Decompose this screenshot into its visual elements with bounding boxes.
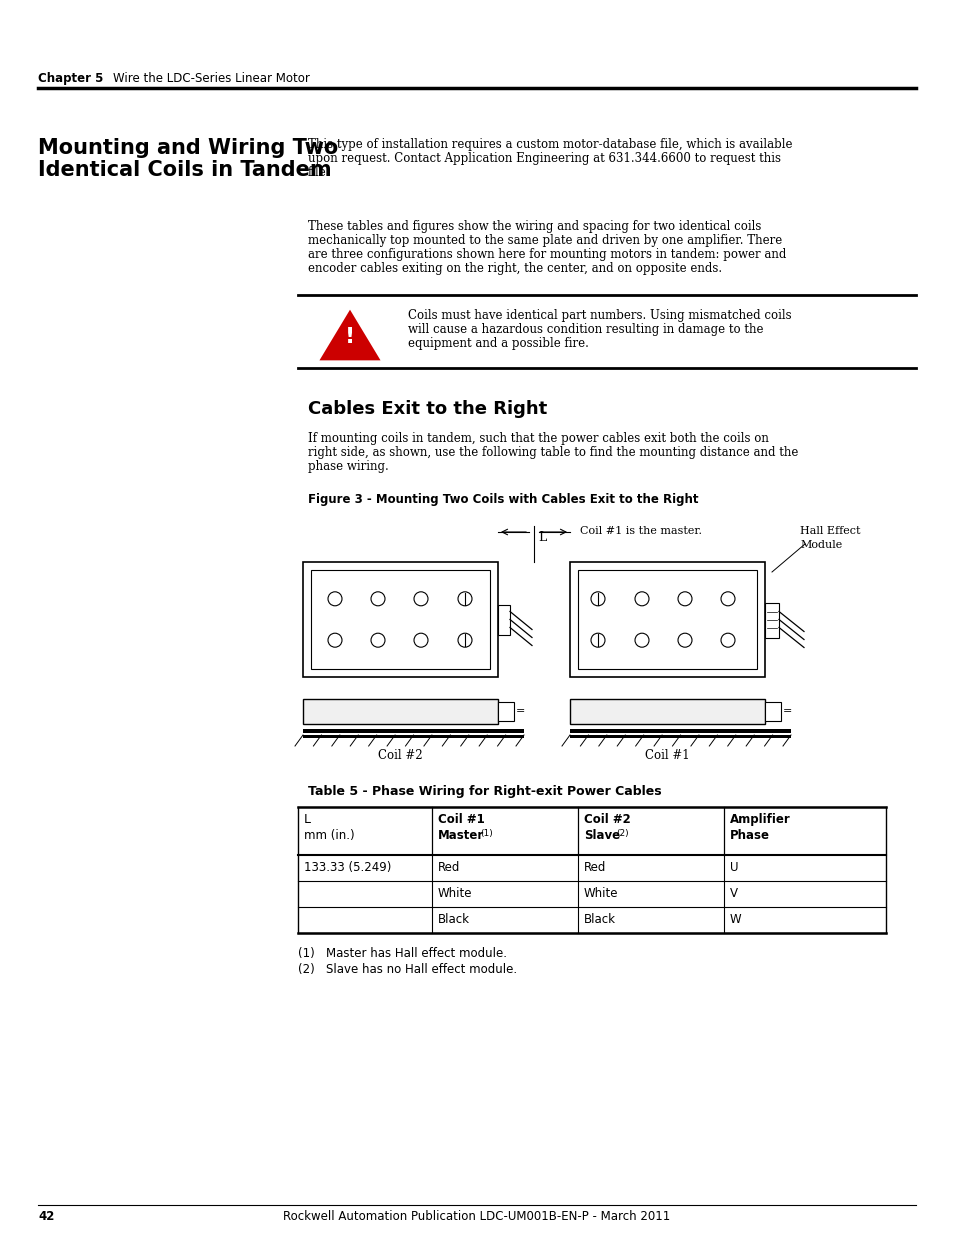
Text: (2): (2) — [616, 829, 628, 839]
Text: encoder cables exiting on the right, the center, and on opposite ends.: encoder cables exiting on the right, the… — [308, 262, 721, 275]
Text: !: ! — [345, 327, 355, 347]
Text: 133.33 (5.249): 133.33 (5.249) — [304, 861, 391, 874]
Text: Slave: Slave — [583, 829, 619, 842]
Text: Chapter 5: Chapter 5 — [38, 72, 103, 85]
Text: White: White — [583, 887, 618, 900]
Text: W: W — [729, 913, 740, 926]
Text: Identical Coils in Tandem: Identical Coils in Tandem — [38, 161, 332, 180]
Polygon shape — [316, 308, 382, 362]
Text: mm (in.): mm (in.) — [304, 829, 355, 842]
Text: Red: Red — [437, 861, 460, 874]
Text: Module: Module — [800, 540, 841, 550]
Text: =: = — [782, 706, 792, 716]
Text: Figure 3 - Mounting Two Coils with Cables Exit to the Right: Figure 3 - Mounting Two Coils with Cable… — [308, 493, 698, 506]
Text: If mounting coils in tandem, such that the power cables exit both the coils on: If mounting coils in tandem, such that t… — [308, 432, 768, 445]
Text: This type of installation requires a custom motor-database file, which is availa: This type of installation requires a cus… — [308, 138, 792, 151]
Text: Red: Red — [583, 861, 605, 874]
Bar — [303, 735, 523, 739]
Bar — [303, 699, 497, 724]
Text: Black: Black — [583, 913, 616, 926]
Text: White: White — [437, 887, 472, 900]
Text: Coil #1 is the master.: Coil #1 is the master. — [579, 526, 701, 536]
Text: Cables Exit to the Right: Cables Exit to the Right — [308, 400, 547, 417]
Bar — [311, 571, 490, 669]
Text: mechanically top mounted to the same plate and driven by one amplifier. There: mechanically top mounted to the same pla… — [308, 233, 781, 247]
Text: Coil #1: Coil #1 — [437, 813, 484, 826]
Bar — [578, 571, 757, 669]
Text: V: V — [729, 887, 737, 900]
Bar — [497, 604, 510, 635]
Bar — [764, 701, 781, 721]
Bar — [569, 735, 790, 739]
Text: L: L — [537, 531, 546, 543]
Text: 42: 42 — [38, 1210, 54, 1223]
Text: Amplifier: Amplifier — [729, 813, 790, 826]
Bar — [569, 729, 790, 734]
Bar — [303, 562, 497, 677]
Text: Black: Black — [437, 913, 470, 926]
Text: right side, as shown, use the following table to find the mounting distance and : right side, as shown, use the following … — [308, 446, 798, 459]
Text: equipment and a possible fire.: equipment and a possible fire. — [408, 337, 588, 350]
Text: Mounting and Wiring Two: Mounting and Wiring Two — [38, 138, 338, 158]
Bar — [569, 562, 764, 677]
Text: Coil #1: Coil #1 — [644, 748, 689, 762]
Bar — [569, 699, 764, 724]
Text: =: = — [516, 706, 525, 716]
Bar — [303, 729, 523, 734]
Text: will cause a hazardous condition resulting in damage to the: will cause a hazardous condition resulti… — [408, 324, 762, 336]
Text: Coil #2: Coil #2 — [583, 813, 630, 826]
Text: Hall Effect: Hall Effect — [800, 526, 860, 536]
Text: Wire the LDC-Series Linear Motor: Wire the LDC-Series Linear Motor — [112, 72, 310, 85]
Text: L: L — [304, 813, 311, 826]
Text: (1)   Master has Hall effect module.: (1) Master has Hall effect module. — [297, 947, 506, 960]
Text: Coil #2: Coil #2 — [377, 748, 422, 762]
Text: phase wiring.: phase wiring. — [308, 459, 388, 473]
Text: are three configurations shown here for mounting motors in tandem: power and: are three configurations shown here for … — [308, 248, 785, 261]
Text: U: U — [729, 861, 738, 874]
Bar — [764, 603, 779, 637]
Text: upon request. Contact Application Engineering at 631.344.6600 to request this: upon request. Contact Application Engine… — [308, 152, 781, 165]
Bar — [497, 701, 514, 721]
Text: These tables and figures show the wiring and spacing for two identical coils: These tables and figures show the wiring… — [308, 220, 760, 233]
Text: Table 5 - Phase Wiring for Right-exit Power Cables: Table 5 - Phase Wiring for Right-exit Po… — [308, 785, 661, 798]
Text: Master: Master — [437, 829, 484, 842]
Text: file.: file. — [308, 165, 330, 179]
Text: (1): (1) — [479, 829, 493, 839]
Text: Coils must have identical part numbers. Using mismatched coils: Coils must have identical part numbers. … — [408, 309, 791, 322]
Text: (2)   Slave has no Hall effect module.: (2) Slave has no Hall effect module. — [297, 963, 517, 976]
Text: Rockwell Automation Publication LDC-UM001B-EN-P - March 2011: Rockwell Automation Publication LDC-UM00… — [283, 1210, 670, 1223]
Text: Phase: Phase — [729, 829, 769, 842]
